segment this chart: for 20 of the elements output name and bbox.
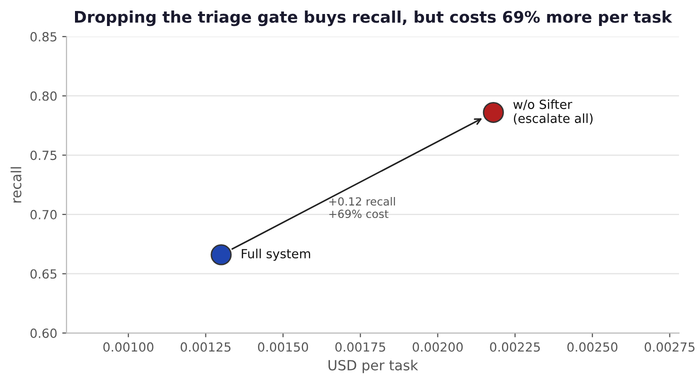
x-tick-label: 0.00175 — [335, 342, 386, 352]
x-tick-label: 0.00250 — [567, 342, 618, 352]
x-tick-label: 0.00150 — [258, 342, 308, 352]
y-tick-label: 0.85 — [30, 32, 56, 42]
chart-title: Dropping the triage gate buys recall, but costs 69% more per task — [75, 10, 672, 26]
y-tick-label: 0.60 — [30, 328, 57, 338]
annotation: +0.12 recall +69% cost — [329, 197, 395, 218]
x-tick-label: 0.00225 — [490, 342, 540, 352]
x-tick-label: 0.00200 — [412, 342, 463, 352]
y-axis-title: recall — [10, 167, 22, 202]
y-tick-label: 0.75 — [30, 150, 56, 160]
y-tick-label: 0.65 — [30, 269, 56, 279]
series-label: w/o Sifter (escalate all) — [513, 99, 593, 125]
y-tick-label: 0.70 — [30, 210, 57, 220]
x-axis-title: USD per task — [328, 360, 418, 374]
y-tick-label: 0.80 — [30, 91, 57, 101]
x-tick-label: 0.00125 — [180, 342, 230, 352]
x-tick-label: 0.00100 — [103, 342, 154, 352]
series-label: Full system — [242, 248, 310, 261]
x-tick-label: 0.00275 — [644, 342, 694, 352]
